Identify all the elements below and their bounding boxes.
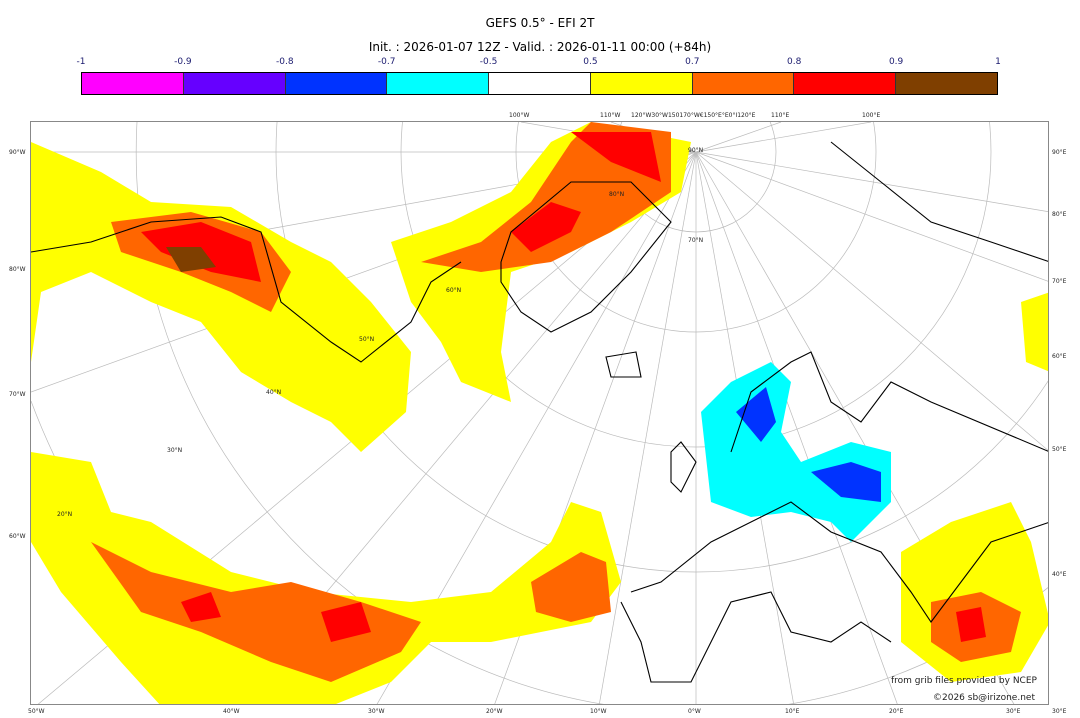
orange-region-atlantic [91, 542, 421, 682]
top-edge-label: 110°E [771, 112, 790, 119]
left-edge-label: 70°W [9, 391, 26, 398]
colorbar-segment [387, 73, 490, 94]
right-edge-label: 60°E [1052, 353, 1067, 360]
brown-region-canada [166, 247, 216, 272]
left-edge-label: 80°W [9, 266, 26, 273]
bottom-edge-label: 30°E [1006, 708, 1021, 715]
colorbar-segment [692, 73, 795, 94]
bottom-edge-label: 0°W [688, 708, 701, 715]
efi-field [31, 122, 1048, 704]
orange-region-atlantic-east [531, 552, 611, 622]
top-edge-label: 100°W [509, 112, 530, 119]
colorbar-tick: 0.7 [685, 57, 700, 67]
colorbar-segment [183, 73, 286, 94]
colorbar-tick: -0.7 [377, 57, 396, 67]
yellow-region-east [1021, 292, 1048, 372]
top-edge-label: 100°E [862, 112, 881, 119]
colorbar-tick: 0.9 [888, 57, 904, 67]
lat-edge-label: 70°N [688, 237, 704, 244]
right-edge-label: 50°E [1052, 446, 1067, 453]
top-edge-label: 120°W30°W150170°W€150°E°E0°I120°E [631, 112, 756, 119]
right-edge-label: 70°E [1052, 278, 1067, 285]
left-edge-label: 60°W [9, 533, 26, 540]
colorbar-segment [285, 73, 388, 94]
colorbar-segment [489, 73, 591, 94]
colorbar-segment [82, 73, 184, 94]
lat-edge-label: 30°N [167, 447, 183, 454]
right-edge-label: 90°E [1052, 149, 1067, 156]
colorbar-tick: -0.9 [174, 57, 192, 67]
colorbar-tick: 1 [995, 57, 1001, 67]
colorbar-segment [590, 73, 693, 94]
colorbar-segment [794, 73, 897, 94]
colorbar-tick: -0.5 [479, 57, 498, 67]
efi-map [31, 122, 1048, 704]
red-region-atlantic [181, 592, 371, 642]
colorbar-tick: 0.8 [787, 57, 802, 67]
bottom-edge-label: 20°W [486, 708, 503, 715]
lat-edge-label: 50°N [359, 336, 375, 343]
right-edge-label: 30°E [1052, 708, 1067, 715]
lat-edge-label: 80°N [609, 191, 625, 198]
yellow-region-atlantic [31, 452, 621, 704]
top-edge-label: 110°W [600, 112, 621, 119]
bottom-edge-label: 10°W [590, 708, 607, 715]
bottom-edge-label: 50°W [28, 708, 45, 715]
right-edge-label: 40°E [1052, 571, 1067, 578]
source-credit: from grib files provided by NCEP [891, 676, 1037, 686]
yellow-region-canada [31, 142, 411, 452]
bottom-edge-label: 20°E [889, 708, 904, 715]
map-title: GEFS 0.5° - EFI 2T [485, 16, 595, 30]
lat-edge-label: 60°N [446, 287, 462, 294]
red-region-greece [956, 607, 986, 642]
colorbar [81, 72, 998, 95]
lat-edge-label: 20°N [57, 511, 73, 518]
lat-edge-label: 40°N [266, 389, 282, 396]
colorbar-tick: -1 [76, 57, 86, 67]
colorbar-tick: -0.8 [275, 57, 294, 67]
coastlines [31, 141, 1048, 683]
left-edge-label: 90°W [9, 149, 26, 156]
colorbar-segment [896, 73, 998, 94]
map-area [30, 121, 1049, 705]
red-region-greenland [511, 132, 661, 252]
blue-region-scandinavia [736, 387, 881, 502]
bottom-edge-label: 10°E [785, 708, 800, 715]
right-edge-label: 80°E [1052, 211, 1067, 218]
bottom-edge-label: 30°W [368, 708, 385, 715]
bottom-edge-label: 40°W [223, 708, 240, 715]
cyan-region-scandinavia [701, 362, 891, 542]
map-subtitle: Init. : 2026-01-07 12Z - Valid. : 2026-0… [368, 40, 712, 54]
copyright-credit: ©2026 sb@irizone.net [933, 693, 1035, 703]
lat-edge-label: 90°N [688, 147, 704, 154]
colorbar-tick: 0.5 [583, 57, 598, 67]
